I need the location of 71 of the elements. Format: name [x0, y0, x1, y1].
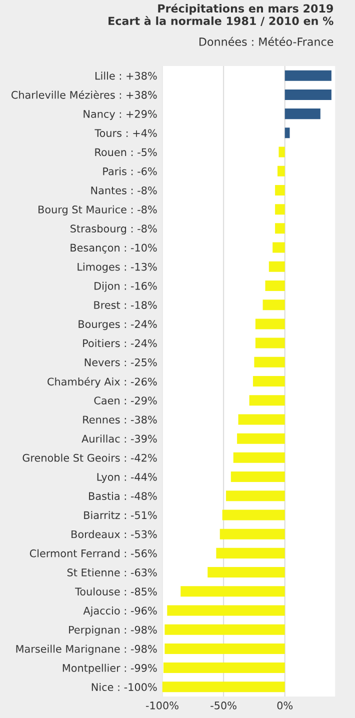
y-tick-label: Toulouse : -85%	[75, 587, 157, 596]
y-tick-label: Chambéry Aix : -26%	[48, 377, 157, 388]
bar	[284, 89, 332, 100]
y-tick-label: Lille : +38%	[95, 72, 157, 80]
x-tick-label: -100%	[146, 702, 178, 710]
bar	[164, 624, 285, 635]
y-tick-label: Brest : -18%	[94, 301, 157, 309]
bar	[284, 128, 290, 138]
bar	[163, 662, 285, 674]
y-tick-label: St Etienne : -63%	[67, 568, 157, 576]
bar	[230, 472, 285, 482]
chart-title: Précipitations en mars 2019 Ecart à la normale 1981 / 2010 en %	[108, 4, 334, 26]
bar	[238, 414, 285, 425]
bar	[275, 204, 285, 215]
y-tick-label: Nevers : -25%	[84, 358, 157, 366]
bar	[278, 146, 285, 158]
y-tick-label: Poitiers : -24%	[83, 339, 157, 348]
bar	[275, 223, 285, 234]
y-tick-label: Dijon : -16%	[94, 282, 157, 292]
bar	[167, 605, 285, 616]
bar	[162, 682, 285, 692]
x-tick-label: 0%	[277, 702, 293, 710]
bar	[284, 108, 320, 120]
y-tick-label: Bastia : -48%	[89, 492, 157, 500]
bar	[265, 280, 285, 291]
y-tick-label: Besançon : -10%	[70, 244, 157, 254]
y-tick-label: Bourges : -24%	[78, 320, 157, 330]
bar	[226, 490, 285, 502]
y-tick-label: Tours : +4%	[94, 129, 157, 138]
bar	[220, 528, 285, 540]
x-tick-label: -50%	[210, 702, 236, 710]
bar	[252, 376, 285, 387]
bar	[255, 338, 285, 348]
bar	[262, 300, 285, 310]
bar	[222, 510, 285, 520]
y-tick-label: Perpignan : -98%	[69, 626, 157, 636]
y-tick-label: Aurillac : -39%	[82, 434, 157, 443]
y-tick-label: Marseille Marignane : -98%	[16, 644, 157, 655]
y-tick-label: Ajaccio : -96%	[83, 606, 157, 617]
bar	[272, 242, 285, 253]
bar	[275, 184, 285, 196]
y-tick-label: Nice : -100%	[92, 682, 157, 692]
bar	[249, 395, 285, 406]
bar	[254, 356, 285, 368]
y-tick-label: Montpellier : -99%	[62, 664, 157, 674]
y-tick-label: Limoges : -13%	[78, 262, 157, 273]
bar	[268, 261, 285, 272]
y-tick-label: Biarritz : -51%	[84, 511, 157, 520]
y-tick-label: Strasbourg : -8%	[70, 224, 157, 235]
bar	[284, 70, 332, 81]
bar	[255, 318, 285, 330]
y-tick-label: Nancy : +29%	[84, 110, 157, 120]
bar	[208, 567, 285, 578]
y-tick-label: Bordeaux : -53%	[72, 530, 157, 538]
y-tick-label: Bourg St Maurice : -8%	[38, 205, 157, 216]
y-tick-label: Caen : -29%	[94, 396, 157, 404]
chart-subtitle: Données : Météo-France	[200, 36, 334, 46]
bar	[216, 548, 285, 558]
y-tick-label: Paris : -6%	[103, 167, 157, 176]
bar	[277, 166, 285, 176]
y-tick-label: Grenoble St Geoirs : -42%	[22, 454, 157, 462]
y-tick-label: Charleville Mézières : +38%	[11, 90, 157, 99]
y-tick-label: Rennes : -38%	[83, 416, 157, 424]
y-tick-label: Rouen : -5%	[95, 148, 157, 156]
y-tick-label: Lyon : -44%	[97, 473, 157, 483]
bar	[180, 586, 285, 597]
bar	[164, 643, 285, 654]
bar	[237, 433, 285, 444]
bar	[233, 452, 285, 463]
y-tick-label: Nantes : -8%	[91, 186, 157, 194]
y-tick-label: Clermont Ferrand : -56%	[30, 549, 157, 558]
